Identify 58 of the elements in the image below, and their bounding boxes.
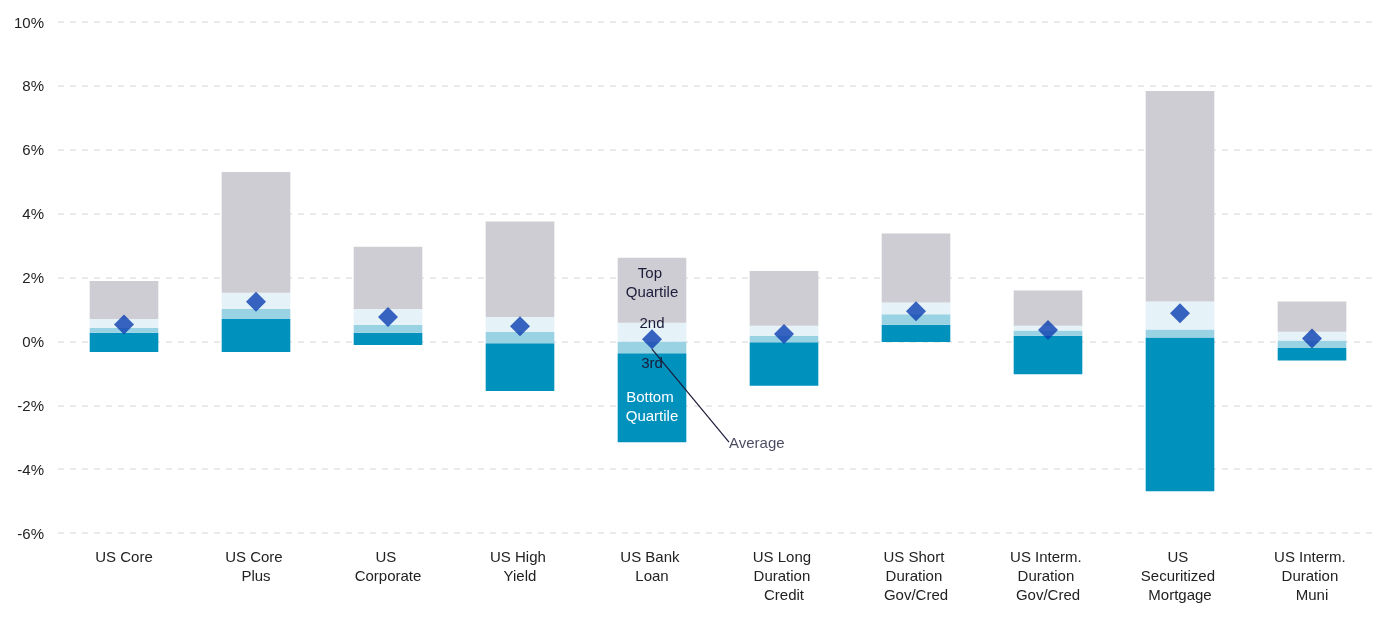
bar: [353, 332, 423, 345]
bar: [881, 233, 951, 303]
bar: [749, 342, 819, 386]
bar: [1013, 335, 1083, 375]
y-tick-label: 2%: [22, 269, 44, 286]
y-tick-label: 8%: [22, 77, 44, 95]
annotation: 2nd: [639, 314, 665, 332]
bar: [881, 324, 951, 343]
bar: [749, 271, 819, 326]
bar: [1013, 290, 1083, 326]
x-tick-label: US Bank Loan: [620, 548, 684, 584]
bar: [353, 246, 423, 310]
annotation: Top Quartile: [625, 263, 679, 300]
x-tick-label: US Core: [95, 548, 153, 565]
point: [774, 324, 794, 345]
bar: [1277, 348, 1347, 361]
bar: [89, 332, 159, 352]
bar: [1277, 301, 1347, 332]
y-tick-label: 6%: [22, 141, 44, 159]
point: [906, 301, 926, 322]
y-tick-label: -4%: [17, 460, 44, 478]
point: [642, 329, 662, 350]
x-tick-label: US Interm. Duration Muni: [1274, 548, 1350, 603]
y-tick-label: 0%: [22, 332, 44, 350]
point: [114, 314, 134, 335]
x-tick-label: US Interm. Duration Gov/Cred: [1010, 548, 1086, 603]
y-tick-label: -6%: [17, 524, 44, 542]
bar: [1145, 301, 1215, 330]
bar: [1145, 329, 1215, 338]
x-tick-label: US Corporate: [354, 548, 422, 584]
x-tick-label: US Long Duration Credit: [752, 548, 816, 603]
bar: [881, 314, 951, 325]
x-tick-label: US High Yield: [489, 548, 551, 584]
y-tick-label: -2%: [17, 396, 44, 414]
x-tick-label: US Securitized Mortgage: [1140, 548, 1220, 603]
bar: [221, 172, 291, 293]
bar: [485, 331, 555, 344]
annotation: Bottom Quartile: [625, 388, 679, 425]
text: Average: [729, 433, 785, 451]
y-tick-label: 4%: [22, 205, 44, 223]
bar: [353, 324, 423, 333]
x-tick-label: US Short Duration Gov/Cred: [883, 548, 949, 603]
bar: [1145, 337, 1215, 492]
x-tick-label: US Core Plus: [225, 548, 287, 584]
bar: [485, 221, 555, 318]
bar: [617, 341, 687, 354]
point: [1038, 319, 1058, 340]
bar: [1145, 90, 1215, 302]
bar: [485, 343, 555, 391]
point: [378, 307, 398, 328]
point: [1302, 328, 1322, 349]
bar: [221, 319, 291, 352]
point: [246, 291, 266, 312]
annotation: 3rd: [641, 353, 663, 371]
point: [510, 316, 530, 337]
bar: [221, 309, 291, 320]
bar: [89, 281, 159, 320]
y-tick-label: 10%: [13, 13, 44, 31]
